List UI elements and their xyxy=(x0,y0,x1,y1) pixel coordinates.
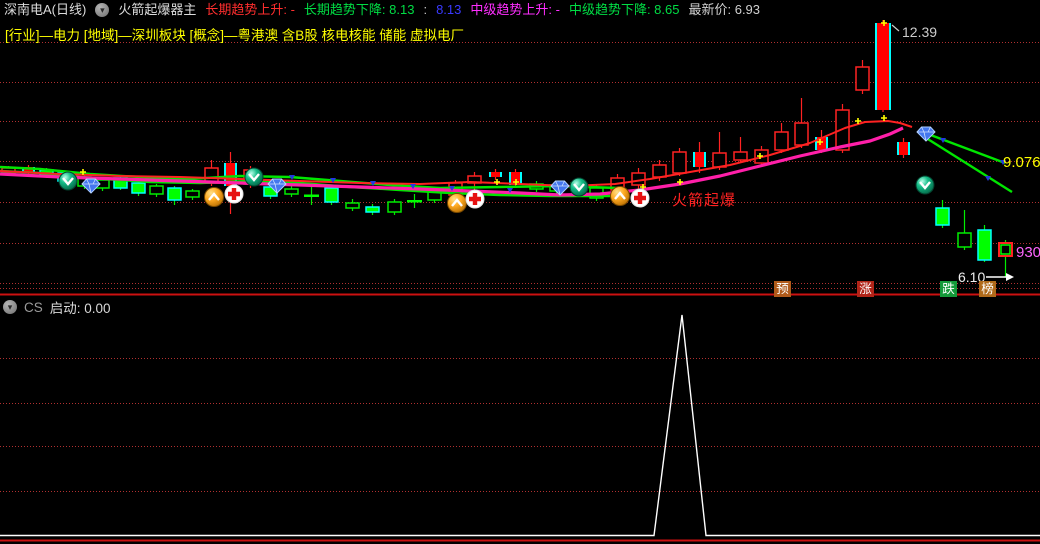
collapse-title-icon[interactable] xyxy=(95,3,110,17)
quick-button-0[interactable]: 预 xyxy=(774,281,791,297)
price-label: 930 xyxy=(1016,244,1040,261)
red-cross-icon xyxy=(224,184,244,204)
price-label: 9.076 xyxy=(1003,154,1040,171)
ma-green-right-1 xyxy=(919,129,1006,165)
ma-green-right-2 xyxy=(922,134,1013,194)
gold-circle-icon xyxy=(204,187,224,207)
teal-sphere-icon xyxy=(569,177,589,197)
red-cross-icon xyxy=(465,189,485,209)
diamond-icon xyxy=(916,126,936,142)
indicator-spike xyxy=(0,314,1040,537)
diamond-icon xyxy=(267,178,287,194)
quick-button-2[interactable]: 跌 xyxy=(940,281,957,297)
title-segment: 中级趋势上升: - xyxy=(470,2,560,17)
title-segment: 中级趋势下降: 8.65 xyxy=(568,2,680,17)
indicator-panel-header: CS 启动: 0.00 xyxy=(3,297,111,317)
ma-red xyxy=(0,120,913,187)
title-segment: 火箭起爆器主 xyxy=(118,2,197,17)
title-segment: 8.13 xyxy=(436,2,462,17)
teal-sphere-icon xyxy=(58,171,78,191)
red-cross-icon xyxy=(630,188,650,208)
price-label: 6.10 xyxy=(958,269,985,285)
stock-info-line: [行业]—电力 [地域]—深圳板块 [概念]—粤港澳 含B股 核电核能 储能 虚… xyxy=(5,28,465,43)
title-segment: 最新价: 6.93 xyxy=(688,2,761,17)
diamond-icon xyxy=(550,180,570,196)
title-segment: 长期趋势下降: 8.13 xyxy=(303,2,415,17)
collapse-indicator-icon[interactable] xyxy=(3,300,17,314)
indicator-name: CS xyxy=(24,299,43,315)
quick-button-1[interactable]: 涨 xyxy=(857,281,874,297)
rocket-signal-label: 火箭起爆 xyxy=(672,192,737,209)
title-segment: : xyxy=(423,2,428,17)
teal-sphere-icon xyxy=(915,175,935,195)
gold-circle-icon xyxy=(447,193,467,213)
indicator-value: 启动: 0.00 xyxy=(49,301,111,316)
title-segment: 长期趋势上升: - xyxy=(205,2,295,17)
teal-sphere-icon xyxy=(244,167,264,187)
gold-circle-icon xyxy=(610,186,630,206)
quick-button-3[interactable]: 榜 xyxy=(979,281,996,297)
diamond-icon xyxy=(81,178,101,194)
price-label: 12.39 xyxy=(902,24,937,40)
title-segment: 深南电A(日线) xyxy=(4,2,87,17)
